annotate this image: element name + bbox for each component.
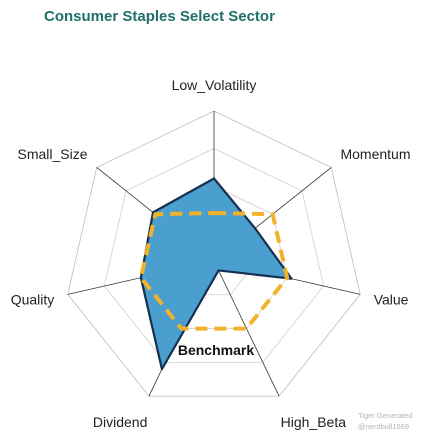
axis-labels: Low_Volatility Momentum Value High_Beta Divi… [11, 77, 411, 430]
benchmark-annotation: Benchmark [178, 342, 254, 358]
grid-ring-3 [103, 148, 325, 363]
series-layer [138, 177, 293, 371]
watermark-line2: @nerdbull1669 [358, 422, 409, 431]
axis-label-low-volatility: Low_Volatility [172, 77, 257, 93]
axis-label-value: Value [374, 291, 409, 307]
axis-label-dividend: Dividend [93, 414, 147, 430]
axis-label-quality: Quality [11, 291, 55, 307]
watermark: Tiger Generated @nerdbull1669 [358, 410, 412, 432]
spoke-high_beta [213, 260, 280, 397]
axis-label-high-beta: High_Beta [281, 414, 347, 430]
chart-title: Consumer Staples Select Sector [44, 8, 275, 25]
watermark-line1: Tiger Generated [358, 411, 413, 420]
sector-series [139, 177, 293, 371]
axis-label-momentum: Momentum [340, 146, 410, 162]
grid-ring-4 [67, 110, 361, 397]
axis-label-small-size: Small_Size [17, 146, 87, 162]
